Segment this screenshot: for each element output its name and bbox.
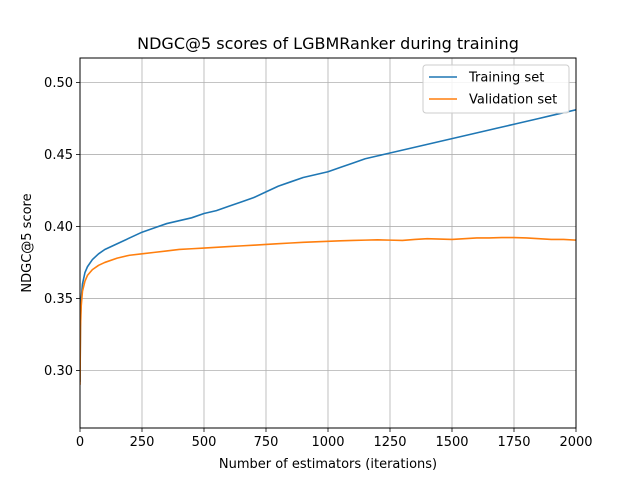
series-line-2 <box>80 236 576 385</box>
axis-ticks: 0 250 500 750 1000 1250 1500 1750 2000 0.30 0.35 0.… <box>44 76 593 450</box>
x-axis-title: Number of estimators (iterations) <box>219 457 437 472</box>
x-tick-label: 2000 <box>559 435 592 450</box>
series-line-1 <box>80 109 576 382</box>
chart-title: NDGC@5 scores of LGBMRanker during train… <box>137 34 519 53</box>
x-tick-label: 1000 <box>311 435 344 450</box>
legend-label: Validation set <box>469 93 557 108</box>
y-tick-label: 0.35 <box>44 292 73 307</box>
x-tick-label: 750 <box>254 435 279 450</box>
y-axis-title: NDGC@5 score <box>20 193 35 292</box>
plot-series <box>80 109 576 385</box>
y-tick-label: 0.40 <box>44 220 73 235</box>
legend-box <box>422 64 570 114</box>
y-tick-label: 0.45 <box>44 148 73 163</box>
legend: Training set Validation set <box>422 64 570 114</box>
x-tick-label: 250 <box>130 435 155 450</box>
x-tick-label: 1750 <box>497 435 530 450</box>
x-tick-label: 0 <box>76 435 84 450</box>
legend-label: Training set <box>468 71 544 86</box>
y-tick-label: 0.50 <box>44 76 73 91</box>
x-tick-label: 500 <box>192 435 217 450</box>
y-tick-label: 0.30 <box>44 364 73 379</box>
x-tick-label: 1500 <box>435 435 468 450</box>
x-tick-label: 1250 <box>373 435 406 450</box>
